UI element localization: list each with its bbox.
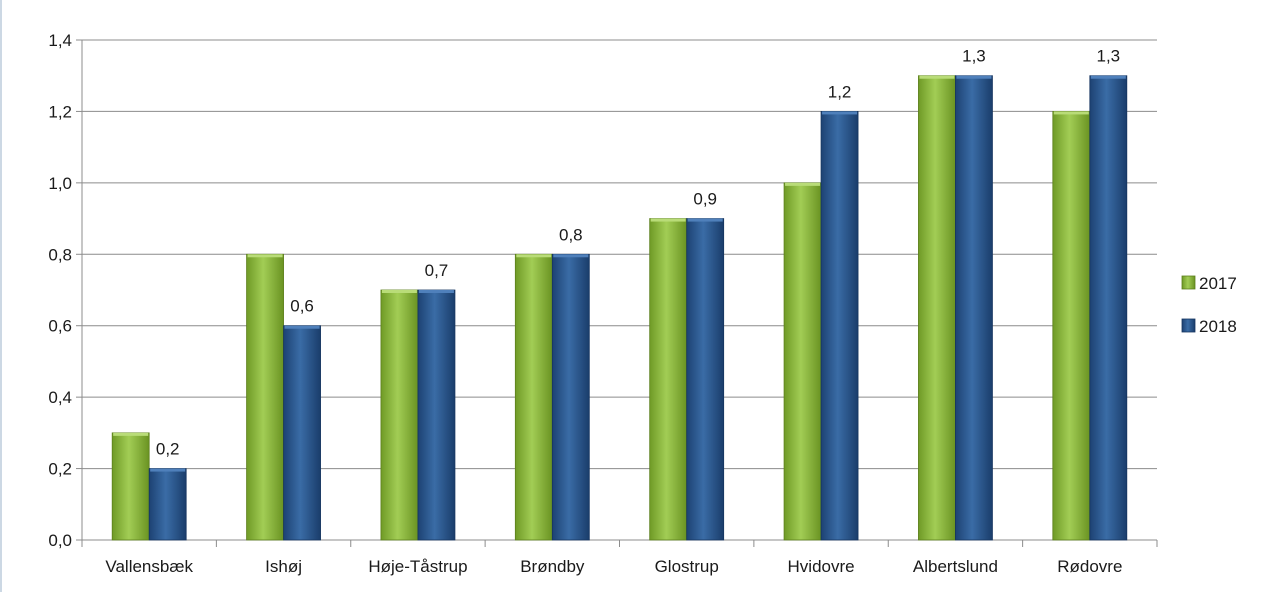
data-label: 0,8: [559, 225, 583, 244]
bar-top-highlight: [822, 111, 858, 115]
y-tick-label: 1,4: [48, 31, 72, 50]
category-label: Brøndby: [520, 557, 585, 576]
data-label: 1,3: [962, 47, 986, 66]
category-label: Albertslund: [913, 557, 998, 576]
data-label: 1,2: [828, 82, 852, 101]
bar-body: [955, 75, 993, 541]
data-label: 1,3: [1096, 47, 1120, 66]
y-tick-label: 1,2: [48, 102, 72, 121]
legend-label: 2018: [1199, 317, 1237, 336]
bar-body: [820, 111, 859, 541]
bar-2017-Hvidovre: [783, 182, 822, 541]
bar-top-highlight: [650, 218, 686, 222]
bar-2018-Albertslund: [955, 75, 993, 541]
bar-2018-Ishøj: [283, 325, 321, 541]
bar-top-highlight: [956, 75, 992, 79]
bar-body: [283, 325, 321, 541]
bar-body: [417, 289, 456, 541]
legend-item-2017: 2017: [1181, 274, 1237, 293]
data-label: 0,9: [693, 190, 717, 209]
y-tick-label: 1,0: [48, 174, 72, 193]
y-tick-label: 0,2: [48, 460, 72, 479]
bar-2017-Høje-Tåstrup: [380, 289, 419, 541]
bar-body: [1089, 75, 1128, 541]
bar-body: [918, 75, 956, 541]
bar-2018-Hvidovre: [820, 111, 859, 541]
bar-2017-Vallensbæk: [111, 432, 150, 541]
bar-top-highlight: [687, 218, 723, 222]
bar-top-highlight: [516, 254, 552, 258]
bar-body: [246, 253, 284, 541]
legend-label: 2017: [1199, 274, 1237, 293]
legend-swatch: [1181, 318, 1196, 333]
bar-body: [686, 218, 725, 541]
data-label: 0,7: [425, 261, 449, 280]
category-label: Glostrup: [655, 557, 719, 576]
y-tick-label: 0,8: [48, 245, 72, 264]
bar-2017-Rødovre: [1052, 111, 1091, 541]
category-label: Vallensbæk: [105, 557, 193, 576]
category-label: Ishøj: [265, 557, 302, 576]
bar-2018-Vallensbæk: [148, 468, 187, 541]
bar-2017-Brøndby: [514, 253, 553, 541]
legend-swatch: [1181, 275, 1196, 290]
legend-item-2018: 2018: [1181, 317, 1237, 336]
bar-body: [148, 468, 187, 541]
y-tick-label: 0,4: [48, 388, 72, 407]
bar-2017-Ishøj: [246, 253, 284, 541]
bar-top-highlight: [785, 182, 821, 186]
bar-top-highlight: [1053, 111, 1089, 115]
data-label: 0,6: [290, 297, 314, 316]
bar-2017-Glostrup: [649, 218, 688, 541]
bar-top-highlight: [418, 290, 454, 293]
category-label: Hvidovre: [788, 557, 855, 576]
y-tick-label: 0,6: [48, 317, 72, 336]
bar-top-highlight: [247, 254, 283, 258]
bar-body: [783, 182, 822, 541]
bar-body: [111, 432, 150, 541]
bar-top-highlight: [381, 290, 417, 293]
bar-2018-Rødovre: [1089, 75, 1128, 541]
y-tick-label: 0,0: [48, 531, 72, 550]
bar-2018-Brøndby: [551, 253, 590, 541]
data-label: 0,2: [156, 440, 180, 459]
category-label: Rødovre: [1057, 557, 1122, 576]
bar-top-highlight: [1090, 75, 1126, 79]
category-label: Høje-Tåstrup: [368, 557, 467, 576]
bar-top-highlight: [553, 254, 589, 258]
bar-2018-Glostrup: [686, 218, 725, 541]
bar-2017-Albertslund: [918, 75, 956, 541]
bar-body: [649, 218, 688, 541]
bar-body: [380, 289, 419, 541]
bar-top-highlight: [113, 432, 149, 436]
bar-body: [551, 253, 590, 541]
bar-top-highlight: [150, 468, 186, 472]
bar-top-highlight: [284, 325, 320, 329]
bar-body: [1052, 111, 1091, 541]
bar-top-highlight: [919, 75, 955, 79]
bar-body: [514, 253, 553, 541]
bar-2018-Høje-Tåstrup: [417, 289, 456, 541]
